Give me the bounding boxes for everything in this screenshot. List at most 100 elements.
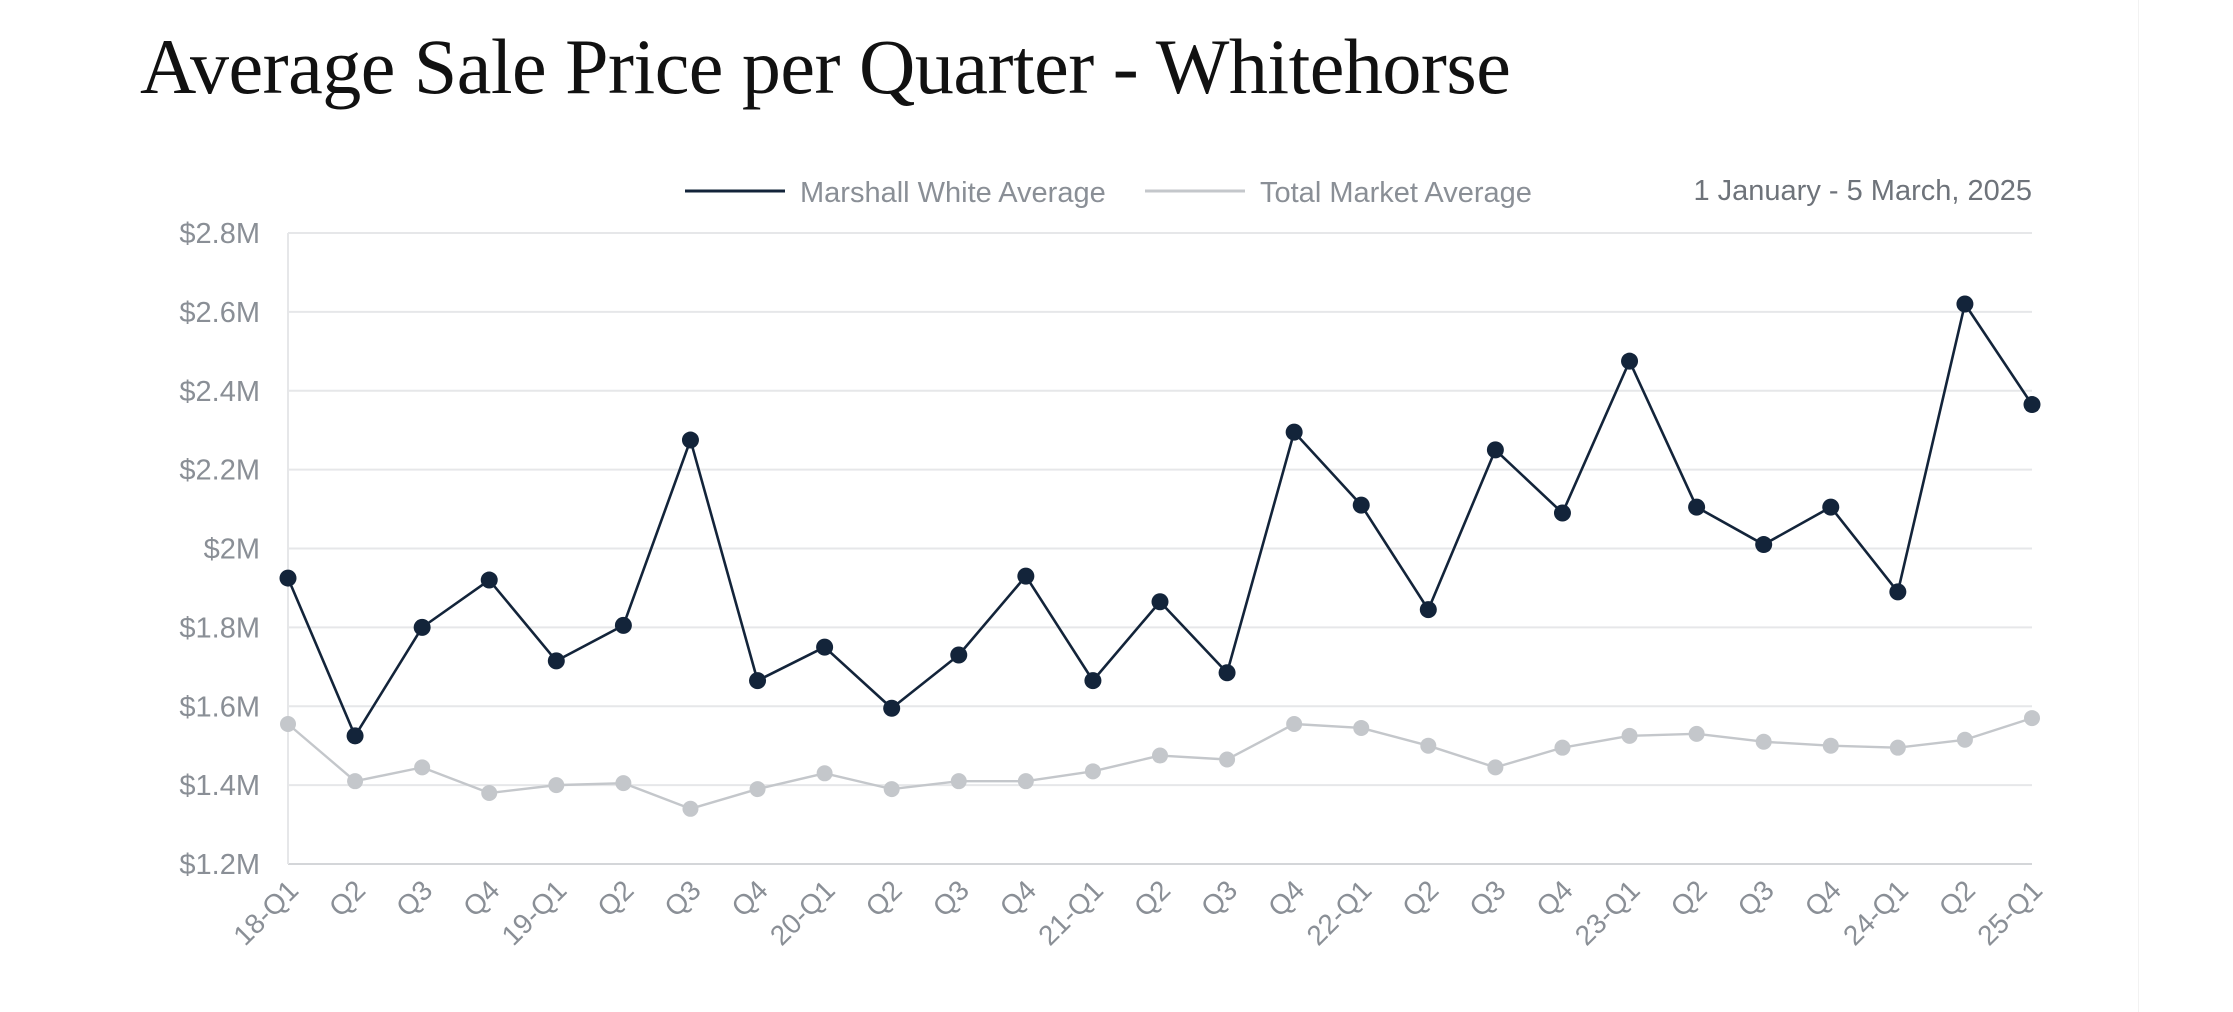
x-tick-label: 24-Q1 bbox=[1837, 874, 1914, 951]
x-tick-label: Q2 bbox=[323, 874, 371, 922]
x-tick-label: Q2 bbox=[1396, 874, 1444, 922]
data-point bbox=[1084, 763, 1101, 780]
data-point bbox=[950, 773, 967, 790]
x-tick-label: Q3 bbox=[1732, 874, 1780, 922]
data-point bbox=[1218, 664, 1236, 682]
data-point bbox=[1353, 719, 1370, 736]
x-tick-label: Q2 bbox=[591, 874, 639, 922]
x-tick-label: Q3 bbox=[658, 874, 706, 922]
x-tick-label: 20-Q1 bbox=[764, 874, 841, 951]
y-tick-label: $1.2M bbox=[179, 849, 260, 881]
x-tick-label: 22-Q1 bbox=[1301, 874, 1378, 951]
x-tick-label: Q2 bbox=[1933, 874, 1981, 922]
data-point bbox=[1219, 751, 1236, 768]
y-tick-label: $2.4M bbox=[179, 376, 260, 408]
x-tick-label: Q2 bbox=[1128, 874, 1176, 922]
x-tick-label: Q3 bbox=[390, 874, 438, 922]
data-point bbox=[547, 652, 565, 670]
data-point bbox=[883, 781, 900, 798]
data-point bbox=[682, 800, 699, 817]
x-tick-label: Q4 bbox=[1799, 874, 1847, 922]
data-point bbox=[816, 765, 833, 782]
y-tick-label: $1.4M bbox=[179, 770, 260, 802]
x-tick-label: 21-Q1 bbox=[1032, 874, 1109, 951]
data-point bbox=[1822, 498, 1840, 516]
x-tick-label: 23-Q1 bbox=[1569, 874, 1646, 951]
data-point bbox=[1151, 593, 1169, 611]
data-point bbox=[681, 431, 699, 449]
date-range-label: 1 January - 5 March, 2025 bbox=[1693, 175, 2032, 207]
data-point bbox=[1755, 733, 1772, 750]
series-total-market-average bbox=[280, 710, 2040, 817]
data-point bbox=[1554, 739, 1571, 756]
data-point bbox=[1621, 352, 1639, 370]
data-point bbox=[1553, 504, 1571, 522]
x-tick-label: 18-Q1 bbox=[227, 874, 304, 951]
x-tick-label: Q4 bbox=[994, 874, 1042, 922]
data-point bbox=[1889, 583, 1907, 601]
data-point bbox=[615, 775, 632, 792]
x-tick-label: Q3 bbox=[1195, 874, 1243, 922]
data-point bbox=[1755, 536, 1773, 554]
page-title: Average Sale Price per Quarter - Whiteho… bbox=[140, 23, 1511, 110]
data-point bbox=[1352, 496, 1370, 514]
legend-label: Marshall White Average bbox=[800, 177, 1106, 209]
data-point bbox=[1486, 441, 1504, 459]
data-point bbox=[2024, 710, 2040, 727]
data-point bbox=[1017, 567, 1035, 585]
y-tick-label: $2M bbox=[204, 534, 260, 566]
data-point bbox=[1285, 423, 1303, 441]
data-point bbox=[1420, 737, 1437, 754]
data-point bbox=[1084, 672, 1102, 690]
data-point bbox=[548, 777, 565, 794]
x-tick-label: Q2 bbox=[860, 874, 908, 922]
data-point bbox=[1688, 498, 1706, 516]
y-tick-label: $2.6M bbox=[179, 297, 260, 329]
chart-legend: Marshall White Average Total Market Avera… bbox=[685, 177, 1532, 209]
page-edge-divider bbox=[2138, 0, 2139, 1012]
x-tick-label: Q3 bbox=[927, 874, 975, 922]
data-point bbox=[346, 727, 364, 745]
data-point bbox=[280, 715, 296, 732]
data-point bbox=[1889, 739, 1906, 756]
data-point bbox=[1017, 773, 1034, 790]
x-tick-label: Q4 bbox=[725, 874, 773, 922]
x-tick-label: Q3 bbox=[1463, 874, 1511, 922]
data-point bbox=[413, 618, 431, 636]
data-point bbox=[2023, 396, 2041, 414]
x-tick-label: Q4 bbox=[457, 874, 505, 922]
series-marshall-white-average bbox=[279, 295, 2041, 745]
x-tick-label: 25-Q1 bbox=[1971, 874, 2048, 951]
data-point bbox=[1286, 715, 1303, 732]
data-point bbox=[1621, 727, 1638, 744]
data-point bbox=[749, 781, 766, 798]
data-point bbox=[279, 569, 297, 587]
data-point bbox=[883, 699, 901, 717]
x-tick-label: Q4 bbox=[1262, 874, 1310, 922]
data-point bbox=[481, 785, 498, 802]
y-axis: $1.2M $1.4M $1.6M $1.8M $2M $2.2M $2.4M $2.6M $2… bbox=[179, 218, 289, 881]
data-point bbox=[1956, 731, 1973, 748]
legend-label: Total Market Average bbox=[1260, 177, 1532, 209]
data-point bbox=[816, 638, 834, 656]
y-tick-label: $2.8M bbox=[179, 218, 260, 250]
data-point bbox=[480, 571, 498, 589]
data-point bbox=[1152, 747, 1168, 764]
y-tick-label: $1.8M bbox=[179, 612, 260, 644]
data-point bbox=[950, 646, 968, 664]
data-point bbox=[414, 759, 431, 776]
data-point bbox=[1822, 737, 1839, 754]
data-point bbox=[1487, 759, 1504, 776]
x-tick-label: Q4 bbox=[1530, 874, 1578, 922]
series-layer bbox=[279, 295, 2041, 817]
data-point bbox=[749, 672, 767, 690]
data-point bbox=[347, 773, 364, 790]
data-point bbox=[1419, 601, 1437, 619]
x-tick-label: 19-Q1 bbox=[496, 874, 573, 951]
y-tick-label: $1.6M bbox=[179, 691, 260, 723]
y-tick-label: $2.2M bbox=[179, 455, 260, 487]
data-point bbox=[1956, 295, 1974, 313]
series-line bbox=[286, 302, 2034, 738]
